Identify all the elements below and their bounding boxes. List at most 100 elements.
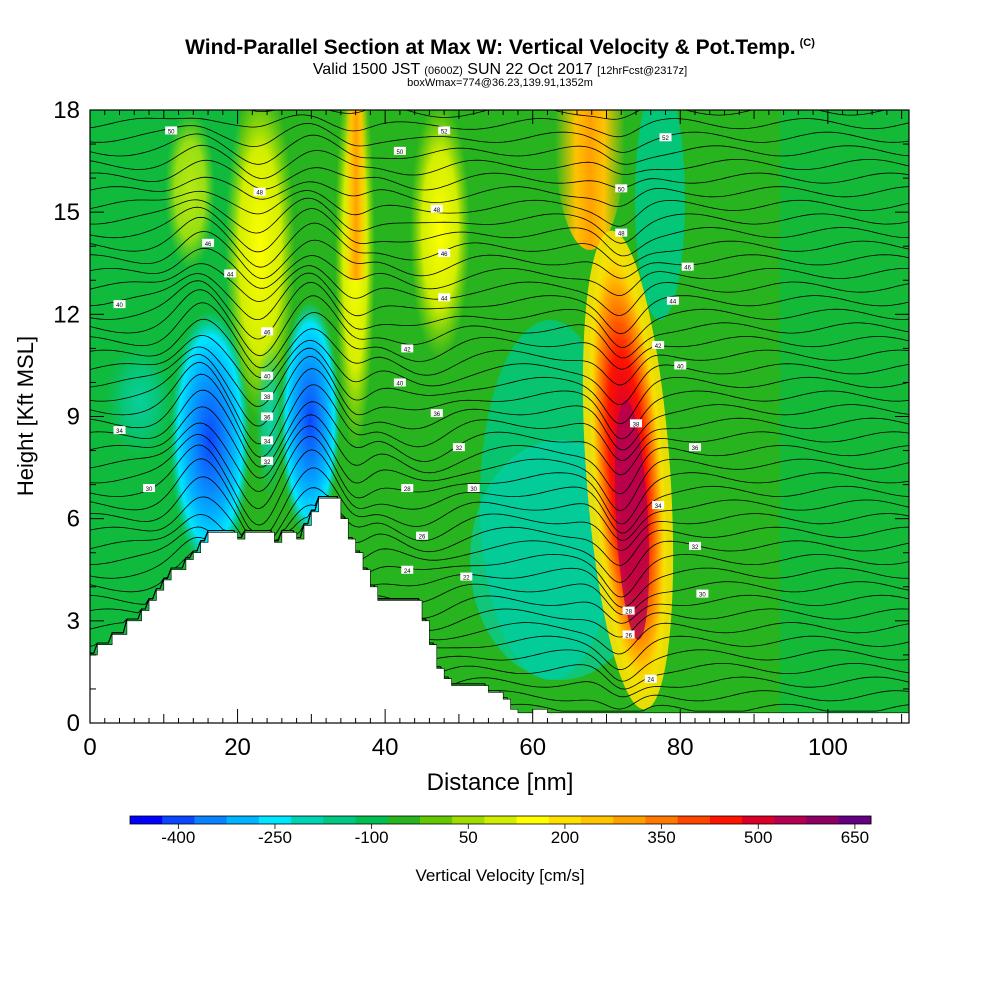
y-tick-label: 18: [53, 97, 80, 124]
theta-label-bg: [430, 409, 443, 418]
theta-contour: [90, 373, 909, 462]
colorbar-label: Vertical Velocity [cm/s]: [415, 866, 584, 885]
theta-label-bg: [253, 187, 266, 196]
field-orange-plume-upper: [555, 110, 625, 250]
theta-label-bg: [615, 184, 628, 193]
theta-contour: [90, 361, 909, 451]
colorbar-swatch: [613, 816, 646, 824]
colorbar-tick-label: 650: [841, 828, 869, 847]
theta-label: 40: [677, 364, 684, 370]
theta-label-bg: [666, 296, 679, 305]
chart-title-text: Wind-Parallel Section at Max W: Vertical…: [185, 36, 796, 59]
theta-label: 40: [397, 381, 404, 387]
colorbar-swatch: [581, 816, 614, 824]
colorbar-swatch: [162, 816, 195, 824]
theta-label: 46: [441, 252, 448, 258]
theta-label: 46: [264, 330, 271, 336]
theta-label-bg: [615, 228, 628, 237]
theta-label-bg: [622, 606, 635, 615]
colorbar-swatch: [291, 816, 324, 824]
theta-label-bg: [261, 456, 274, 465]
theta-label: 24: [404, 569, 411, 575]
colorbar-swatch: [355, 816, 389, 824]
theta-label-bg: [401, 565, 414, 574]
theta-label: 32: [264, 460, 271, 466]
theta-contour: [90, 433, 909, 525]
theta-label-bg: [630, 419, 642, 428]
theta-label-bg: [393, 146, 406, 155]
theta-label-bg: [438, 293, 451, 302]
theta-contour: [90, 247, 909, 296]
theta-label-bg: [467, 484, 480, 493]
x-tick-label: 80: [667, 734, 694, 761]
theta-label-bg: [460, 572, 473, 581]
y-tick-label: 3: [67, 608, 80, 635]
theta-contour: [90, 216, 909, 268]
theta-contour: [90, 231, 909, 279]
colorbar-frame: [129, 815, 872, 825]
theta-label-bg: [696, 589, 709, 598]
theta-label: 36: [692, 446, 699, 452]
colorbar-tick-label: 50: [459, 828, 478, 847]
theta-label: 50: [168, 129, 175, 135]
theta-contour: [90, 176, 909, 207]
theta-label-bg: [430, 204, 443, 213]
theta-contour: [90, 496, 909, 583]
colorbar-swatch: [742, 816, 775, 824]
theta-label-bg: [659, 133, 672, 142]
theta-label-bg: [261, 392, 274, 401]
theta-label-bg: [401, 484, 414, 493]
theta-contour: [90, 476, 909, 551]
theta-label: 24: [647, 678, 654, 684]
theta-label: 40: [264, 375, 271, 381]
theta-contour: [90, 272, 909, 335]
x-tick-label: 100: [808, 734, 848, 761]
colorbar-swatch: [419, 816, 453, 824]
colorbar-swatch: [838, 816, 872, 824]
field-orange-plume-left: [345, 110, 367, 280]
y-tick-label: 15: [53, 199, 80, 226]
valid-zulu: (0600Z): [424, 65, 463, 77]
theta-label: 30: [699, 593, 706, 599]
colorbar-swatch: [130, 816, 163, 824]
theta-label-bg: [393, 378, 406, 387]
valid-prefix: Valid 1500 JST: [312, 61, 420, 78]
theta-label: 26: [625, 633, 632, 639]
theta-contour: [90, 144, 909, 179]
colorbar-swatch: [548, 816, 582, 824]
theta-label-bg: [452, 443, 465, 452]
y-axis-label: Height [Kft MSL]: [13, 336, 38, 496]
theta-label: 32: [692, 545, 699, 551]
colorbar-swatch: [677, 816, 711, 824]
theta-label-bg: [165, 126, 178, 135]
chart-title: Wind-Parallel Section at Max W: Vertical…: [0, 36, 1000, 60]
colorbar: -400 -250 -100 50 200 350 500 650: [129, 815, 872, 847]
forecast-info: [12hrFcst@2317z]: [597, 65, 688, 77]
y-tick-label: 6: [67, 506, 80, 533]
colorbar-swatch: [387, 816, 421, 824]
copyright-mark: (C): [799, 37, 815, 49]
theta-label-bg: [261, 436, 274, 445]
theta-label: 46: [684, 266, 691, 272]
theta-label: 36: [433, 412, 440, 418]
theta-contour: [90, 422, 909, 512]
x-tick-label: 40: [372, 734, 399, 761]
theta-contour: [90, 406, 909, 495]
terrain: [89, 497, 910, 724]
x-tick-label: 20: [224, 734, 251, 761]
theta-contour: [90, 206, 909, 257]
field-teal-upper: [635, 110, 685, 320]
field-right-band: [780, 110, 909, 723]
theta-contour: [90, 289, 909, 359]
theta-contour: [90, 133, 909, 165]
colorbar-swatch: [323, 816, 357, 824]
theta-label: 38: [264, 395, 271, 401]
theta-contour: [90, 389, 909, 476]
colorbar-swatch: [258, 816, 292, 824]
theta-label: 44: [441, 296, 448, 302]
theta-label: 36: [264, 416, 271, 422]
theta-contour: [90, 197, 909, 244]
theta-label-bg: [261, 371, 274, 380]
theta-contour: [90, 353, 909, 440]
